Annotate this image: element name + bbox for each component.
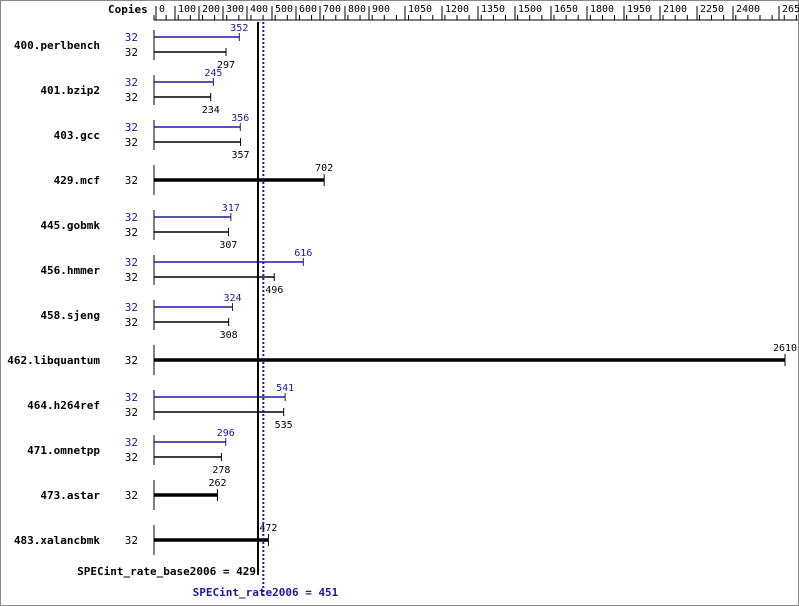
base-copies: 32 (125, 136, 138, 149)
tick-label: 100 (178, 4, 196, 15)
tick-label: 600 (299, 4, 317, 15)
base-value: 702 (315, 163, 333, 174)
tick-label: 200 (202, 4, 220, 15)
tick-label: 900 (372, 4, 390, 15)
base-value: 357 (232, 150, 250, 161)
benchmark-rows: 400.perlbench 32 352 32 297 401.bzip2 32 245 32 2… (7, 23, 797, 555)
base-copies: 32 (125, 226, 138, 239)
base-value: 262 (208, 478, 226, 489)
axis-title: Copies (108, 3, 148, 16)
peak-copies: 32 (125, 256, 138, 269)
base-value: 535 (275, 420, 293, 431)
tick-label: 400 (250, 4, 268, 15)
benchmark-name: 400.perlbench (14, 39, 100, 52)
base-value: 297 (217, 60, 235, 71)
benchmark-row: 458.sjeng 32 324 32 308 (40, 293, 241, 341)
peak-value: 356 (231, 113, 249, 124)
tick-label: 1350 (481, 4, 505, 15)
benchmark-row: 445.gobmk 32 317 32 307 (40, 203, 239, 251)
benchmark-name: 458.sjeng (40, 309, 100, 322)
benchmark-name: 462.libquantum (7, 354, 100, 367)
base-value: 307 (219, 240, 237, 251)
tick-label: 1800 (590, 4, 614, 15)
tick-label: 500 (275, 4, 293, 15)
peak-copies: 32 (125, 301, 138, 314)
base-value: 234 (202, 105, 220, 116)
tick-label: 0 (159, 4, 165, 15)
base-copies: 32 (125, 91, 138, 104)
benchmark-name: 403.gcc (54, 129, 100, 142)
mean-lines: SPECint_rate_base2006 = 429 SPECint_rate2… (77, 22, 339, 599)
benchmark-row: 473.astar 32 262 (40, 478, 227, 510)
peak-value: 352 (230, 23, 248, 34)
base-copies: 32 (125, 406, 138, 419)
peak-value: 541 (276, 383, 294, 394)
benchmark-name: 483.xalancbmk (14, 534, 100, 547)
peak-value: 317 (222, 203, 240, 214)
tick-label: 800 (348, 4, 366, 15)
tick-label: 700 (323, 4, 341, 15)
base-summary-label: SPECint_rate_base2006 = 429 (77, 565, 256, 578)
peak-value: 324 (224, 293, 242, 304)
tick-label: 1950 (627, 4, 651, 15)
base-value: 308 (220, 330, 238, 341)
base-value: 496 (265, 285, 283, 296)
peak-value: 245 (204, 68, 222, 79)
benchmark-row: 401.bzip2 32 245 32 234 (40, 68, 222, 116)
peak-value: 296 (217, 428, 235, 439)
benchmark-row: 464.h264ref 32 541 32 535 (27, 383, 294, 431)
peak-copies: 32 (125, 76, 138, 89)
peak-summary-label: SPECint_rate2006 = 451 (193, 586, 339, 599)
benchmark-name: 429.mcf (54, 174, 100, 187)
benchmark-row: 462.libquantum 32 2610 (7, 343, 797, 375)
tick-label: 2650 (782, 4, 799, 15)
peak-copies: 32 (125, 391, 138, 404)
benchmark-name: 401.bzip2 (40, 84, 100, 97)
tick-label: 2250 (700, 4, 724, 15)
peak-copies: 32 (125, 31, 138, 44)
base-copies: 32 (125, 46, 138, 59)
tick-label: 300 (226, 4, 244, 15)
x-axis: 0 100 200 300 400 500 600 700 800 900 1050 1200 1350… (153, 4, 799, 21)
benchmark-row: 429.mcf 32 702 (54, 163, 333, 195)
peak-copies: 32 (125, 211, 138, 224)
tick-label: 1200 (445, 4, 469, 15)
benchmark-row: 400.perlbench 32 352 32 297 (14, 23, 248, 71)
base-copies: 32 (125, 354, 138, 367)
peak-copies: 32 (125, 436, 138, 449)
benchmark-row: 456.hmmer 32 616 32 496 (40, 248, 312, 296)
benchmark-row: 483.xalancbmk 32 472 (14, 523, 277, 555)
benchmark-name: 471.omnetpp (27, 444, 100, 457)
benchmark-row: 403.gcc 32 356 32 357 (54, 113, 250, 161)
benchmark-name: 473.astar (40, 489, 100, 502)
benchmark-row: 471.omnetpp 32 296 32 278 (27, 428, 235, 476)
tick-label: 2400 (736, 4, 760, 15)
benchmark-name: 456.hmmer (40, 264, 100, 277)
tick-label: 1500 (518, 4, 542, 15)
base-value: 278 (212, 465, 230, 476)
base-copies: 32 (125, 489, 138, 502)
base-copies: 32 (125, 271, 138, 284)
benchmark-name: 445.gobmk (40, 219, 100, 232)
benchmark-name: 464.h264ref (27, 399, 100, 412)
base-copies: 32 (125, 316, 138, 329)
base-copies: 32 (125, 534, 138, 547)
tick-label: 2100 (663, 4, 687, 15)
tick-label: 1050 (408, 4, 432, 15)
base-value: 2610 (773, 343, 797, 354)
tick-label: 1650 (554, 4, 578, 15)
peak-value: 616 (294, 248, 312, 259)
base-value: 472 (259, 523, 277, 534)
peak-copies: 32 (125, 121, 138, 134)
base-copies: 32 (125, 174, 138, 187)
base-copies: 32 (125, 451, 138, 464)
